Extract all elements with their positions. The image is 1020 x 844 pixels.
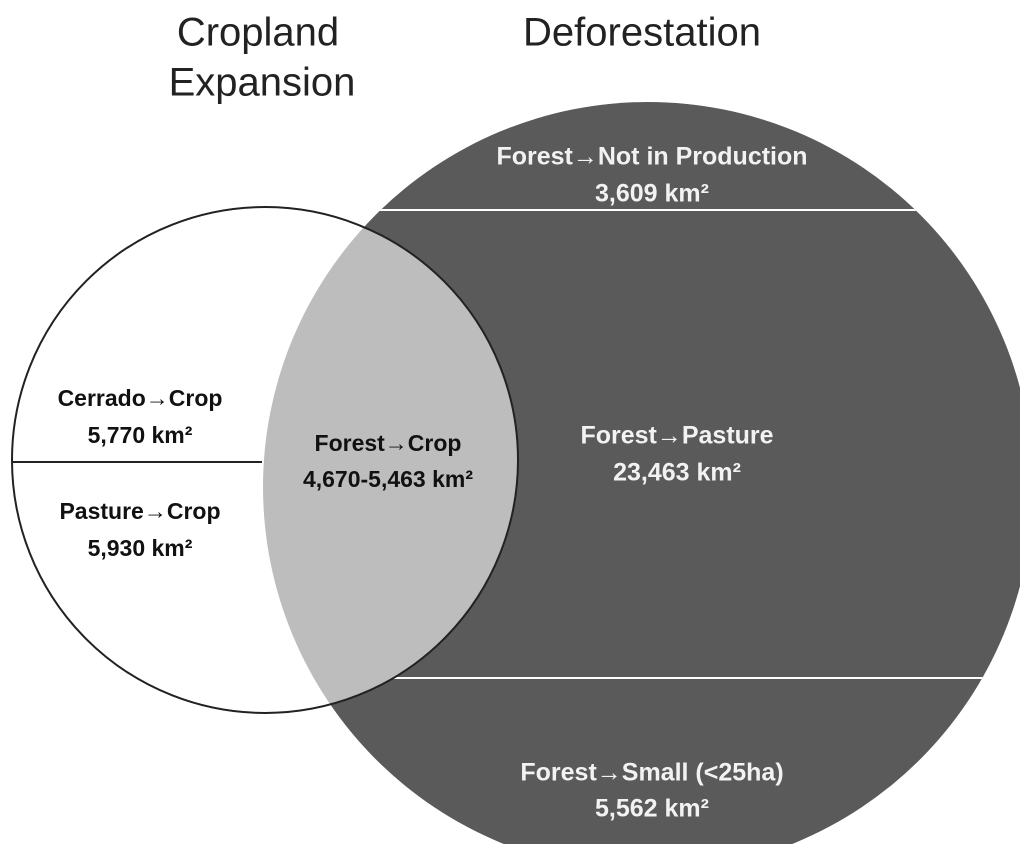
region-area: 5,930 km²: [88, 535, 193, 561]
region-label: Forest→Small (<25ha): [520, 759, 783, 787]
region-area: 23,463 km²: [613, 459, 741, 487]
region-label: Forest→Pasture: [580, 422, 773, 450]
region-label: Pasture→Crop: [59, 498, 220, 524]
cropland-outline: [11, 206, 519, 714]
region-area: 5,770 km²: [88, 422, 193, 448]
region-label: Forest→Not in Production: [496, 143, 807, 171]
set-title: Deforestation: [523, 11, 761, 55]
region-area: 4,670-5,463 km²: [303, 466, 473, 492]
region-label: Cerrado→Crop: [58, 385, 223, 411]
region-area: 3,609 km²: [595, 180, 709, 208]
region-area: 5,562 km²: [595, 795, 709, 823]
deforestation-circle: [263, 102, 1020, 844]
set-title: Expansion: [169, 61, 356, 105]
set-title: Cropland: [177, 11, 339, 55]
region-label: Forest→Crop: [315, 430, 462, 456]
